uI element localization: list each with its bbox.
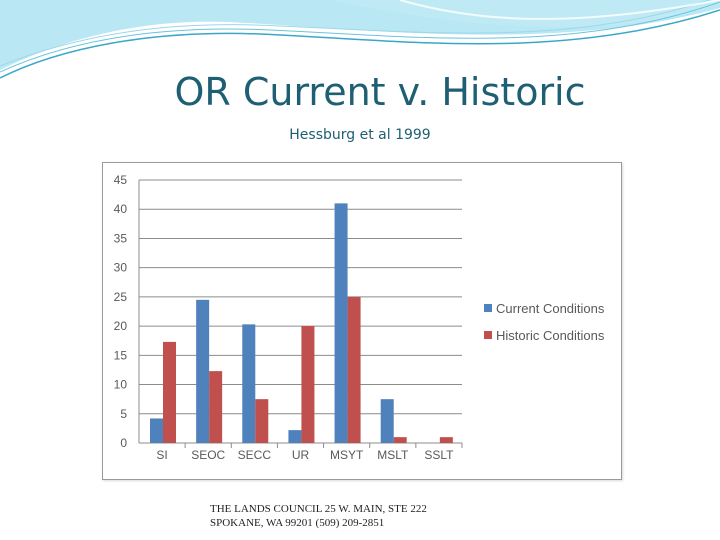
x-tick-label: SEOC [191,448,225,462]
legend-label: Historic Conditions [496,328,605,343]
legend-label: Current Conditions [496,301,605,316]
y-tick-label: 30 [114,261,128,275]
y-tick-label: 0 [120,436,127,450]
slide-subtitle: Hessburg et al 1999 [289,127,431,143]
y-tick-label: 15 [114,348,128,362]
bar-historic-si [163,341,176,443]
bar-historic-secc [255,399,269,443]
y-tick-label: 5 [120,407,127,421]
bar-current-msyt [334,203,348,443]
y-tick-label: 40 [114,202,128,216]
footer-address: THE LANDS COUNCIL 25 W. MAIN, STE 222 SP… [210,502,427,530]
bar-chart: 0 5 10 15 20 25 30 35 40 45 SI SEOC SECC UR MSYT MSLT SS… [114,173,605,462]
slide-title: OR Current v. Historic [174,70,586,114]
footer-line-2: SPOKANE, WA 99201 (509) 209-2851 [210,517,385,529]
bar-current-seoc [196,299,210,443]
x-tick-label: SI [156,448,167,462]
bar-current-si [150,418,163,443]
y-tick-label: 25 [114,290,128,304]
x-tick-label: UR [292,448,310,462]
bar-current-secc [242,324,256,443]
bar-historic-sslt [439,437,453,443]
y-tick-label: 20 [114,319,128,333]
legend-swatch [484,304,492,312]
bar-current-ur [288,430,302,443]
y-tick-label: 35 [114,231,128,245]
legend-swatch [484,331,492,339]
chart-frame: 0 5 10 15 20 25 30 35 40 45 SI SEOC SECC UR MSYT MSLT SS… [102,162,622,480]
bar-historic-ur [301,326,315,443]
header-wave-decoration [0,0,720,79]
bar-current-mslt [380,399,394,443]
bar-historic-seoc [209,371,223,443]
x-tick-label: MSYT [330,448,364,462]
y-tick-label: 10 [114,378,128,392]
bar-historic-mslt [393,437,407,443]
bar-historic-msyt [347,296,361,443]
x-tick-label: SECC [238,448,272,462]
x-tick-label: SSLT [424,448,454,462]
x-tick-label: MSLT [377,448,409,462]
footer-line-1: THE LANDS COUNCIL 25 W. MAIN, STE 222 [210,503,427,515]
y-tick-label: 45 [114,173,128,187]
